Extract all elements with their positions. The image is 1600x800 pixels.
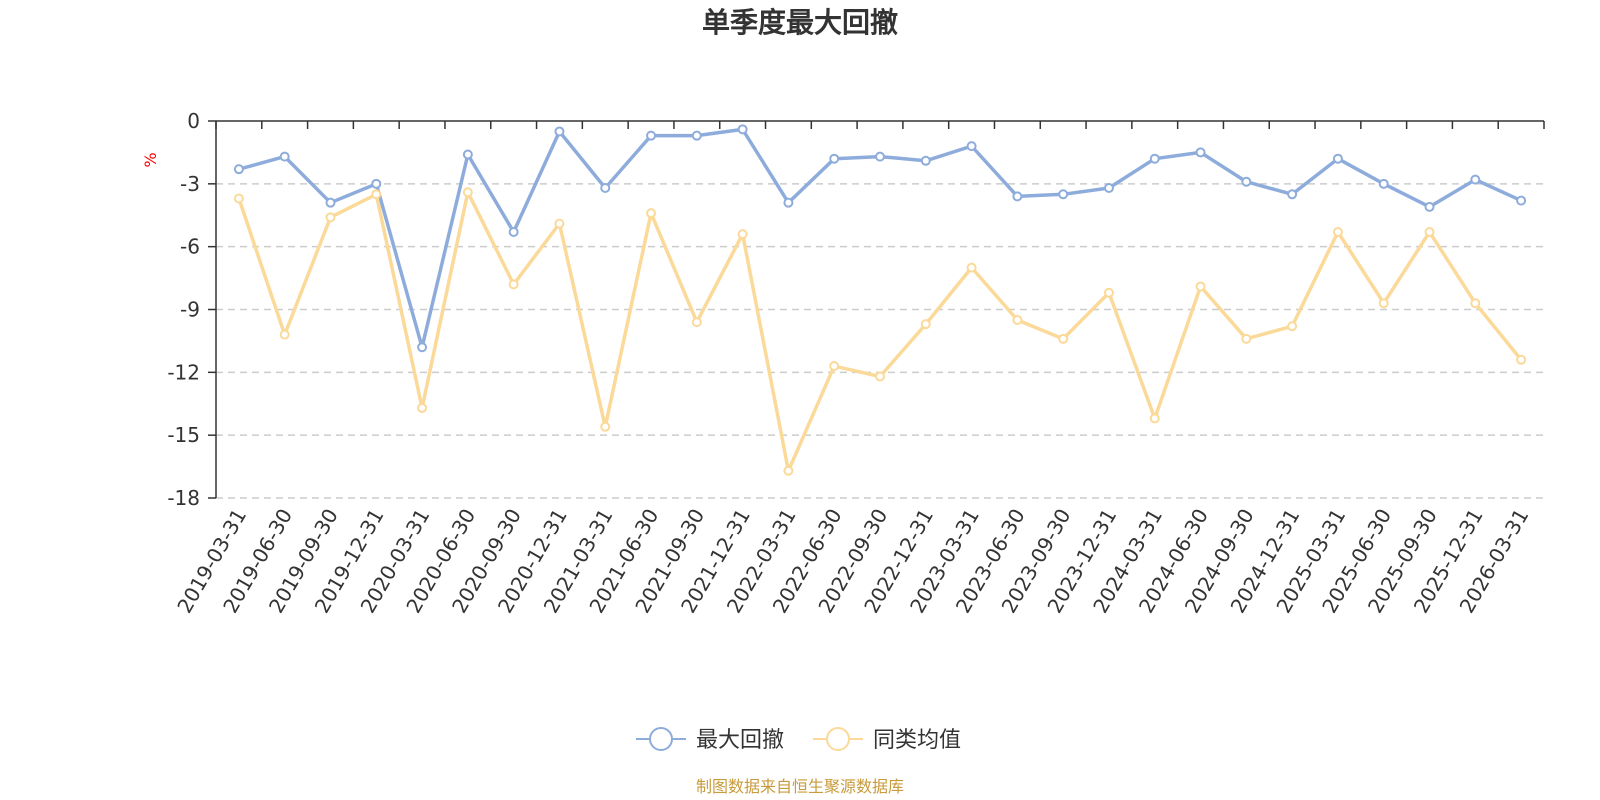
data-point[interactable] [875,371,885,382]
data-point[interactable] [325,197,336,208]
data-point[interactable] [325,212,336,223]
y-tick-label: -9 [180,298,200,322]
y-tick-label: -12 [167,360,200,384]
data-point[interactable] [233,193,244,204]
x-tick-labels: 2019-03-312019-06-302019-09-302019-12-31… [172,505,1533,618]
data-point[interactable] [691,317,702,328]
data-point[interactable] [1149,413,1160,424]
data-point[interactable] [646,208,657,219]
data-point[interactable] [737,229,748,240]
data-point[interactable] [1424,227,1435,238]
data-point[interactable] [371,178,382,189]
y-axis-unit: % [141,152,160,167]
data-point[interactable] [1058,189,1069,200]
chart-title: 单季度最大回撤 [702,6,898,39]
data-point[interactable] [737,124,748,135]
data-point[interactable] [417,342,428,353]
data-point[interactable] [600,183,611,194]
data-point[interactable] [508,227,519,238]
data-point[interactable] [646,130,657,141]
data-point[interactable] [1470,298,1481,309]
legend-item-2[interactable]: 同类均值 [813,727,961,753]
data-point[interactable] [966,141,977,152]
data-point[interactable] [920,319,931,330]
data-point[interactable] [1103,287,1114,298]
data-point[interactable] [508,279,519,290]
data-point[interactable] [1058,333,1069,344]
y-tick-label: -3 [180,172,200,196]
data-point[interactable] [462,149,473,160]
data-point[interactable] [1470,174,1481,185]
data-point[interactable] [233,164,244,175]
data-point[interactable] [417,402,428,413]
series-line-1 [238,127,1522,349]
data-point[interactable] [279,151,290,162]
data-point[interactable] [1516,354,1527,365]
data-point[interactable] [875,151,885,162]
data-point[interactable] [829,361,840,372]
y-tick-label: 0 [187,109,200,133]
data-point[interactable] [371,189,382,200]
data-point[interactable] [1332,227,1343,238]
data-point[interactable] [1424,201,1435,212]
data-point[interactable] [1378,298,1389,309]
data-point[interactable] [829,153,840,164]
data-point[interactable] [966,262,977,273]
data-point[interactable] [783,197,794,208]
data-point[interactable] [783,465,794,476]
y-tick-label: -15 [167,423,200,447]
data-point[interactable] [600,421,611,432]
legend-marker [826,727,850,751]
axes [208,120,1545,499]
legend-label: 同类均值 [873,728,961,753]
grid-lines [216,183,1544,499]
data-source-note: 制图数据来自恒生聚源数据库 [696,777,904,796]
series-line-2 [237,190,1523,473]
data-point[interactable] [279,329,290,340]
legend-marker [649,727,673,751]
legend[interactable]: 最大回撤 同类均值 [636,727,961,753]
data-point[interactable] [920,155,931,166]
legend-label: 最大回撤 [696,728,784,753]
y-tick-label: -18 [167,486,200,510]
data-point[interactable] [1516,195,1527,206]
series-lines [233,124,1527,476]
data-point[interactable] [554,218,565,229]
data-point[interactable] [1195,281,1206,292]
data-point[interactable] [1103,183,1114,194]
data-point[interactable] [1241,333,1252,344]
data-point[interactable] [1012,191,1023,202]
legend-item-1[interactable]: 最大回撤 [636,727,784,753]
data-point[interactable] [462,187,473,198]
data-point[interactable] [1332,153,1343,164]
data-point[interactable] [691,130,702,141]
data-point[interactable] [1378,178,1389,189]
y-tick-labels: 0 -3 -6 -9 -12 -15 -18 [167,109,200,510]
data-point[interactable] [1287,189,1298,200]
data-point[interactable] [1195,147,1206,158]
data-point[interactable] [1149,153,1160,164]
data-point[interactable] [1241,176,1252,187]
y-tick-label: -6 [180,235,200,259]
data-point[interactable] [1287,321,1298,332]
data-point[interactable] [1012,314,1023,325]
data-point[interactable] [554,126,565,137]
